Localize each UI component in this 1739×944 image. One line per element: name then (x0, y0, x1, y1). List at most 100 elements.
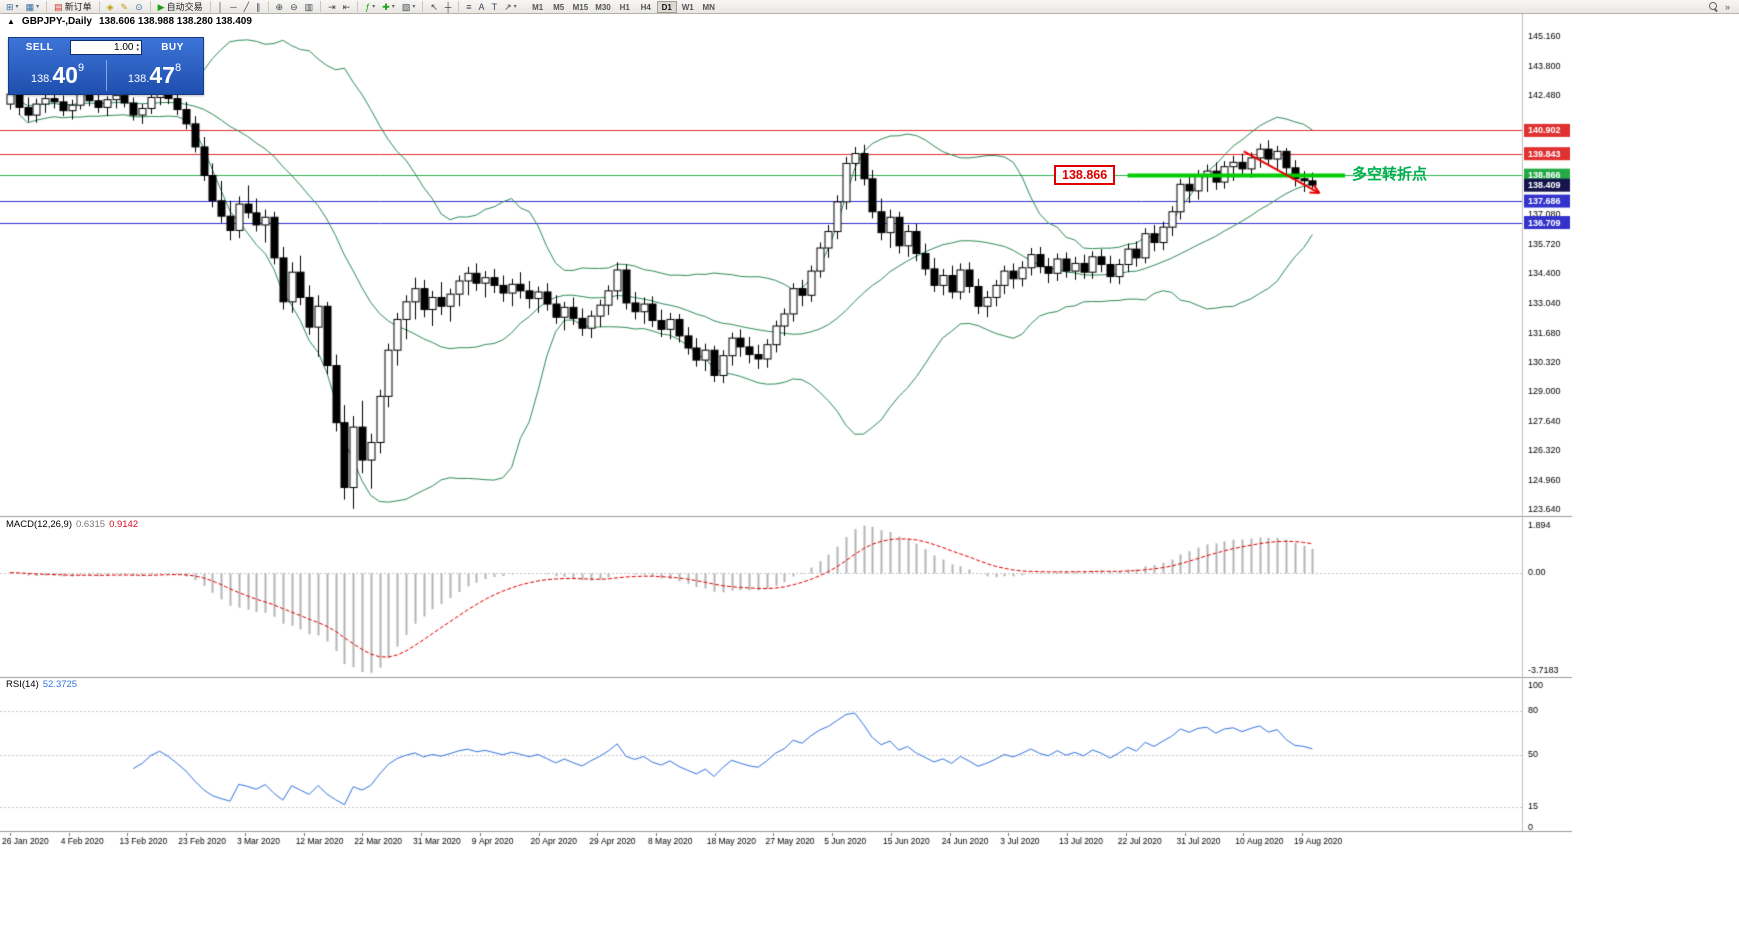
buy-price[interactable]: 138. 47 8 (106, 57, 203, 94)
new-order-button[interactable]: ▤ 新订单 (51, 0, 95, 13)
new-chart-dropdown-icon[interactable]: ▾ (15, 4, 19, 10)
equidistant-channel-button[interactable]: ∥ (253, 0, 264, 13)
sell-price[interactable]: 138. 40 9 (9, 57, 106, 94)
text-label-button[interactable]: T (489, 0, 501, 13)
symbol-title: GBPJPY-,Daily (21, 16, 92, 27)
timeframe-d1[interactable]: D1 (656, 0, 677, 13)
horizontal-line-button[interactable]: ─ (227, 0, 239, 13)
zoom-in-button[interactable]: ⊕ (273, 0, 287, 13)
search-icon[interactable] (1708, 1, 1719, 12)
zoom-out-icon: ⊖ (290, 1, 298, 12)
toolbar-separator (320, 1, 322, 12)
toolbar-separator (458, 1, 460, 12)
rsi-panel-separator[interactable] (0, 674, 1739, 680)
symbol-ohlc: 138.606 138.988 138.280 138.409 (98, 16, 252, 27)
trendline-button[interactable]: ╱ (241, 0, 252, 13)
arrows-icon: ↗ (504, 1, 512, 12)
buy-price-pips: 47 (149, 62, 175, 88)
add-object-button[interactable]: ✚ ▾ (379, 0, 398, 13)
horizontal-line-icon: ─ (230, 1, 237, 12)
toolbar-separator (357, 1, 359, 12)
macd-panel-separator[interactable] (0, 513, 1739, 519)
timeframe-mn[interactable]: MN (702, 2, 715, 12)
volume-down-icon[interactable]: ▾ (136, 46, 139, 53)
rsi-indicator-label: RSI(14) 52.3725 (6, 679, 77, 690)
volume-value[interactable]: 1.00 (114, 42, 134, 53)
toolbar-right: » (1708, 1, 1736, 12)
volume-input[interactable]: 1.00 ▴ ▾ (70, 40, 142, 55)
toolbar: ⊞ ▾ ▦ ▾ ▤ 新订单 ◈ ✎ ⊙ ▶ 自动交易 │ ─ ╱ ∥ ⊕ ⊖ ▥ ⇥ ⇤ ƒ ▾ ✚ ▾ ▧ ▾ ↖ ┼ ≡ A T ↗ ▾ M… (0, 0, 1739, 14)
tile-windows-button[interactable]: ▥ (302, 0, 317, 13)
indicators-dropdown-icon[interactable]: ▾ (372, 4, 376, 10)
toolbar-separator (149, 1, 151, 12)
chart-shift-icon: ⇤ (342, 1, 351, 12)
fibonacci-button[interactable]: ≡ (463, 0, 474, 13)
metaeditor-button[interactable]: ◈ (104, 0, 117, 13)
rsi-value: 52.3725 (42, 679, 78, 690)
timeframe-w1[interactable]: W1 (681, 2, 694, 12)
macd-name: MACD(12,26,9) (6, 519, 72, 530)
auto-trading-button[interactable]: ▶ 自动交易 (155, 0, 206, 13)
auto-trading-label: 自动交易 (166, 2, 203, 12)
text-icon: A (478, 1, 485, 12)
history-center-button[interactable]: ⊙ (132, 0, 146, 13)
sell-button[interactable]: SELL (25, 42, 54, 53)
tile-windows-icon: ▥ (304, 1, 314, 12)
templates-dropdown-icon[interactable]: ▾ (412, 4, 416, 10)
crosshair-icon: ┼ (444, 1, 452, 12)
toolbar-separator (422, 1, 424, 12)
turning-point-annotation[interactable]: 多空转折点 (1352, 166, 1428, 183)
timeframe-m5[interactable]: M5 (553, 2, 565, 12)
timeframe-h4[interactable]: H4 (640, 2, 651, 12)
sell-price-pips: 40 (52, 62, 78, 88)
profiles-button[interactable]: ▦ ▾ (23, 0, 43, 13)
macd-signal-value: 0.9142 (109, 519, 139, 530)
zoom-out-button[interactable]: ⊖ (287, 0, 301, 13)
price-callout-label[interactable]: 138.866 (1054, 165, 1116, 185)
auto-scroll-button[interactable]: ⇥ (325, 0, 339, 13)
timeframe-h1[interactable]: H1 (619, 2, 630, 12)
auto-scroll-icon: ⇥ (328, 1, 336, 12)
cursor-button[interactable]: ↖ (427, 0, 441, 13)
templates-button[interactable]: ▧ ▾ (399, 0, 419, 13)
chart-canvas[interactable] (0, 14, 1739, 944)
macd-indicator-label: MACD(12,26,9) 0.6315 0.9142 (6, 519, 138, 530)
cursor-icon: ↖ (430, 1, 438, 12)
metaeditor-icon: ◈ (106, 1, 114, 12)
timeframe-m30[interactable]: M30 (595, 2, 611, 12)
toolbar-overflow-icon[interactable]: » (1724, 1, 1730, 12)
volume-up-icon[interactable]: ▴ (136, 41, 139, 48)
attach-icon: ✎ (120, 1, 129, 12)
new-chart-button[interactable]: ⊞ ▾ (3, 0, 22, 13)
history-center-icon: ⊙ (135, 1, 143, 12)
macd-main-value: 0.6315 (76, 519, 106, 530)
toolbar-separator (46, 1, 48, 12)
profiles-dropdown-icon[interactable]: ▾ (36, 4, 40, 10)
timeframe-m1[interactable]: M1 (532, 2, 544, 12)
buy-price-prefix: 138. (127, 73, 150, 85)
indicators-icon: ƒ (365, 1, 371, 12)
chart-shift-button[interactable]: ⇤ (340, 0, 354, 13)
add-object-icon: ✚ (382, 1, 390, 12)
buy-button[interactable]: BUY (161, 42, 184, 53)
add-object-dropdown-icon[interactable]: ▾ (391, 4, 395, 10)
toolbar-separator (209, 1, 211, 12)
date-axis-separator[interactable] (0, 828, 1739, 834)
auto-trading-icon: ▶ (157, 1, 165, 12)
trendline-icon: ╱ (243, 1, 250, 12)
indicators-button[interactable]: ƒ ▾ (362, 0, 378, 13)
arrows-dropdown-icon[interactable]: ▾ (513, 4, 517, 10)
new-chart-icon: ⊞ (6, 1, 14, 12)
zoom-in-icon: ⊕ (275, 1, 284, 12)
arrows-button[interactable]: ↗ ▾ (501, 0, 520, 13)
crosshair-button[interactable]: ┼ (442, 0, 454, 13)
attach-button[interactable]: ✎ (118, 0, 132, 13)
text-button[interactable]: A (476, 0, 488, 13)
equidistant-channel-icon: ∥ (256, 1, 261, 12)
sell-price-prefix: 138. (30, 73, 53, 85)
vertical-line-icon: │ (217, 1, 224, 12)
vertical-line-button[interactable]: │ (215, 0, 227, 13)
collapse-trade-panel-icon[interactable]: ▲ (7, 17, 15, 26)
timeframe-m15[interactable]: M15 (572, 2, 589, 12)
templates-icon: ▧ (401, 1, 411, 12)
